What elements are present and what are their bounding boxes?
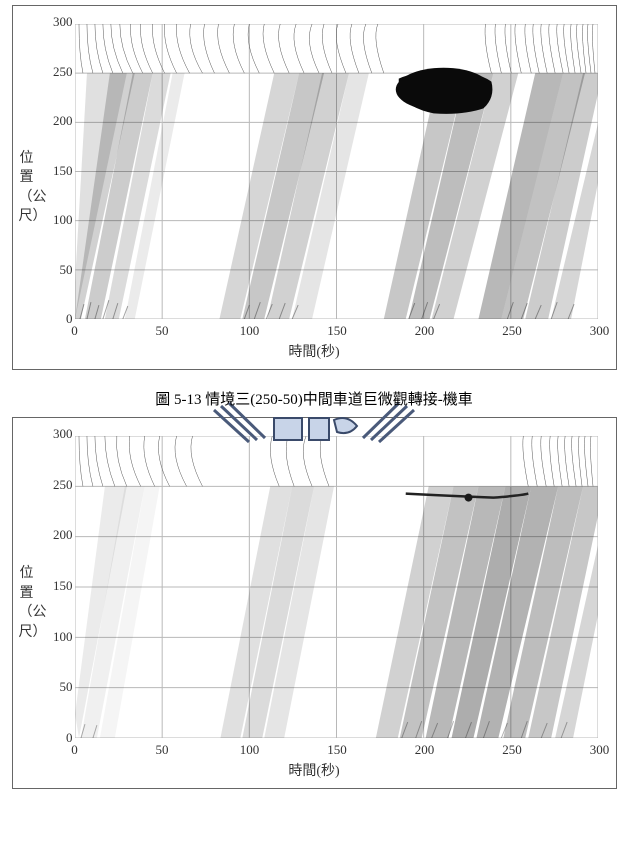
ytick: 0 [51, 311, 73, 327]
ytick: 300 [51, 426, 73, 442]
xtick: 300 [590, 323, 610, 339]
ytick: 100 [51, 629, 73, 645]
ytick: 200 [51, 113, 73, 129]
congestion-blob-shape [398, 72, 492, 114]
xtick: 150 [327, 323, 347, 339]
shockwave-node [464, 494, 472, 502]
plot-svg-top [75, 24, 598, 319]
y-axis-label-top: 位置（公尺） [19, 148, 35, 226]
plot-area-bottom [75, 436, 598, 738]
xtick: 300 [590, 742, 610, 758]
xtick: 0 [71, 742, 78, 758]
ytick: 150 [51, 578, 73, 594]
y-axis-label-bottom: 位置（公尺） [19, 564, 35, 642]
ytick: 300 [51, 14, 73, 30]
xtick: 100 [240, 323, 260, 339]
xtick: 100 [240, 742, 260, 758]
figure-caption: 圖 5-13 情境三(250-50)中間車道巨微觀轉接-機車 [0, 388, 628, 409]
chart-bottom: 0 50 100 150 200 250 300 0 50 100 150 20… [12, 417, 617, 789]
xtick: 0 [71, 323, 78, 339]
ytick: 200 [51, 527, 73, 543]
x-axis-label-bottom: 時間(秒) [288, 760, 339, 780]
xtick: 50 [156, 742, 169, 758]
ytick: 0 [51, 730, 73, 746]
chart-top: 0 50 100 150 200 250 300 0 50 100 150 20… [12, 5, 617, 370]
ytick: 100 [51, 212, 73, 228]
x-axis-label-top: 時間(秒) [288, 341, 339, 361]
xtick: 200 [415, 742, 435, 758]
ytick: 150 [51, 163, 73, 179]
xtick: 150 [327, 742, 347, 758]
plot-svg-bottom [75, 436, 598, 738]
ytick: 250 [51, 64, 73, 80]
ytick: 50 [51, 679, 73, 695]
ytick: 50 [51, 262, 73, 278]
xtick: 250 [502, 742, 522, 758]
xtick: 50 [156, 323, 169, 339]
plot-area-top [75, 24, 598, 319]
xtick: 200 [415, 323, 435, 339]
ytick: 250 [51, 477, 73, 493]
xtick: 250 [502, 323, 522, 339]
